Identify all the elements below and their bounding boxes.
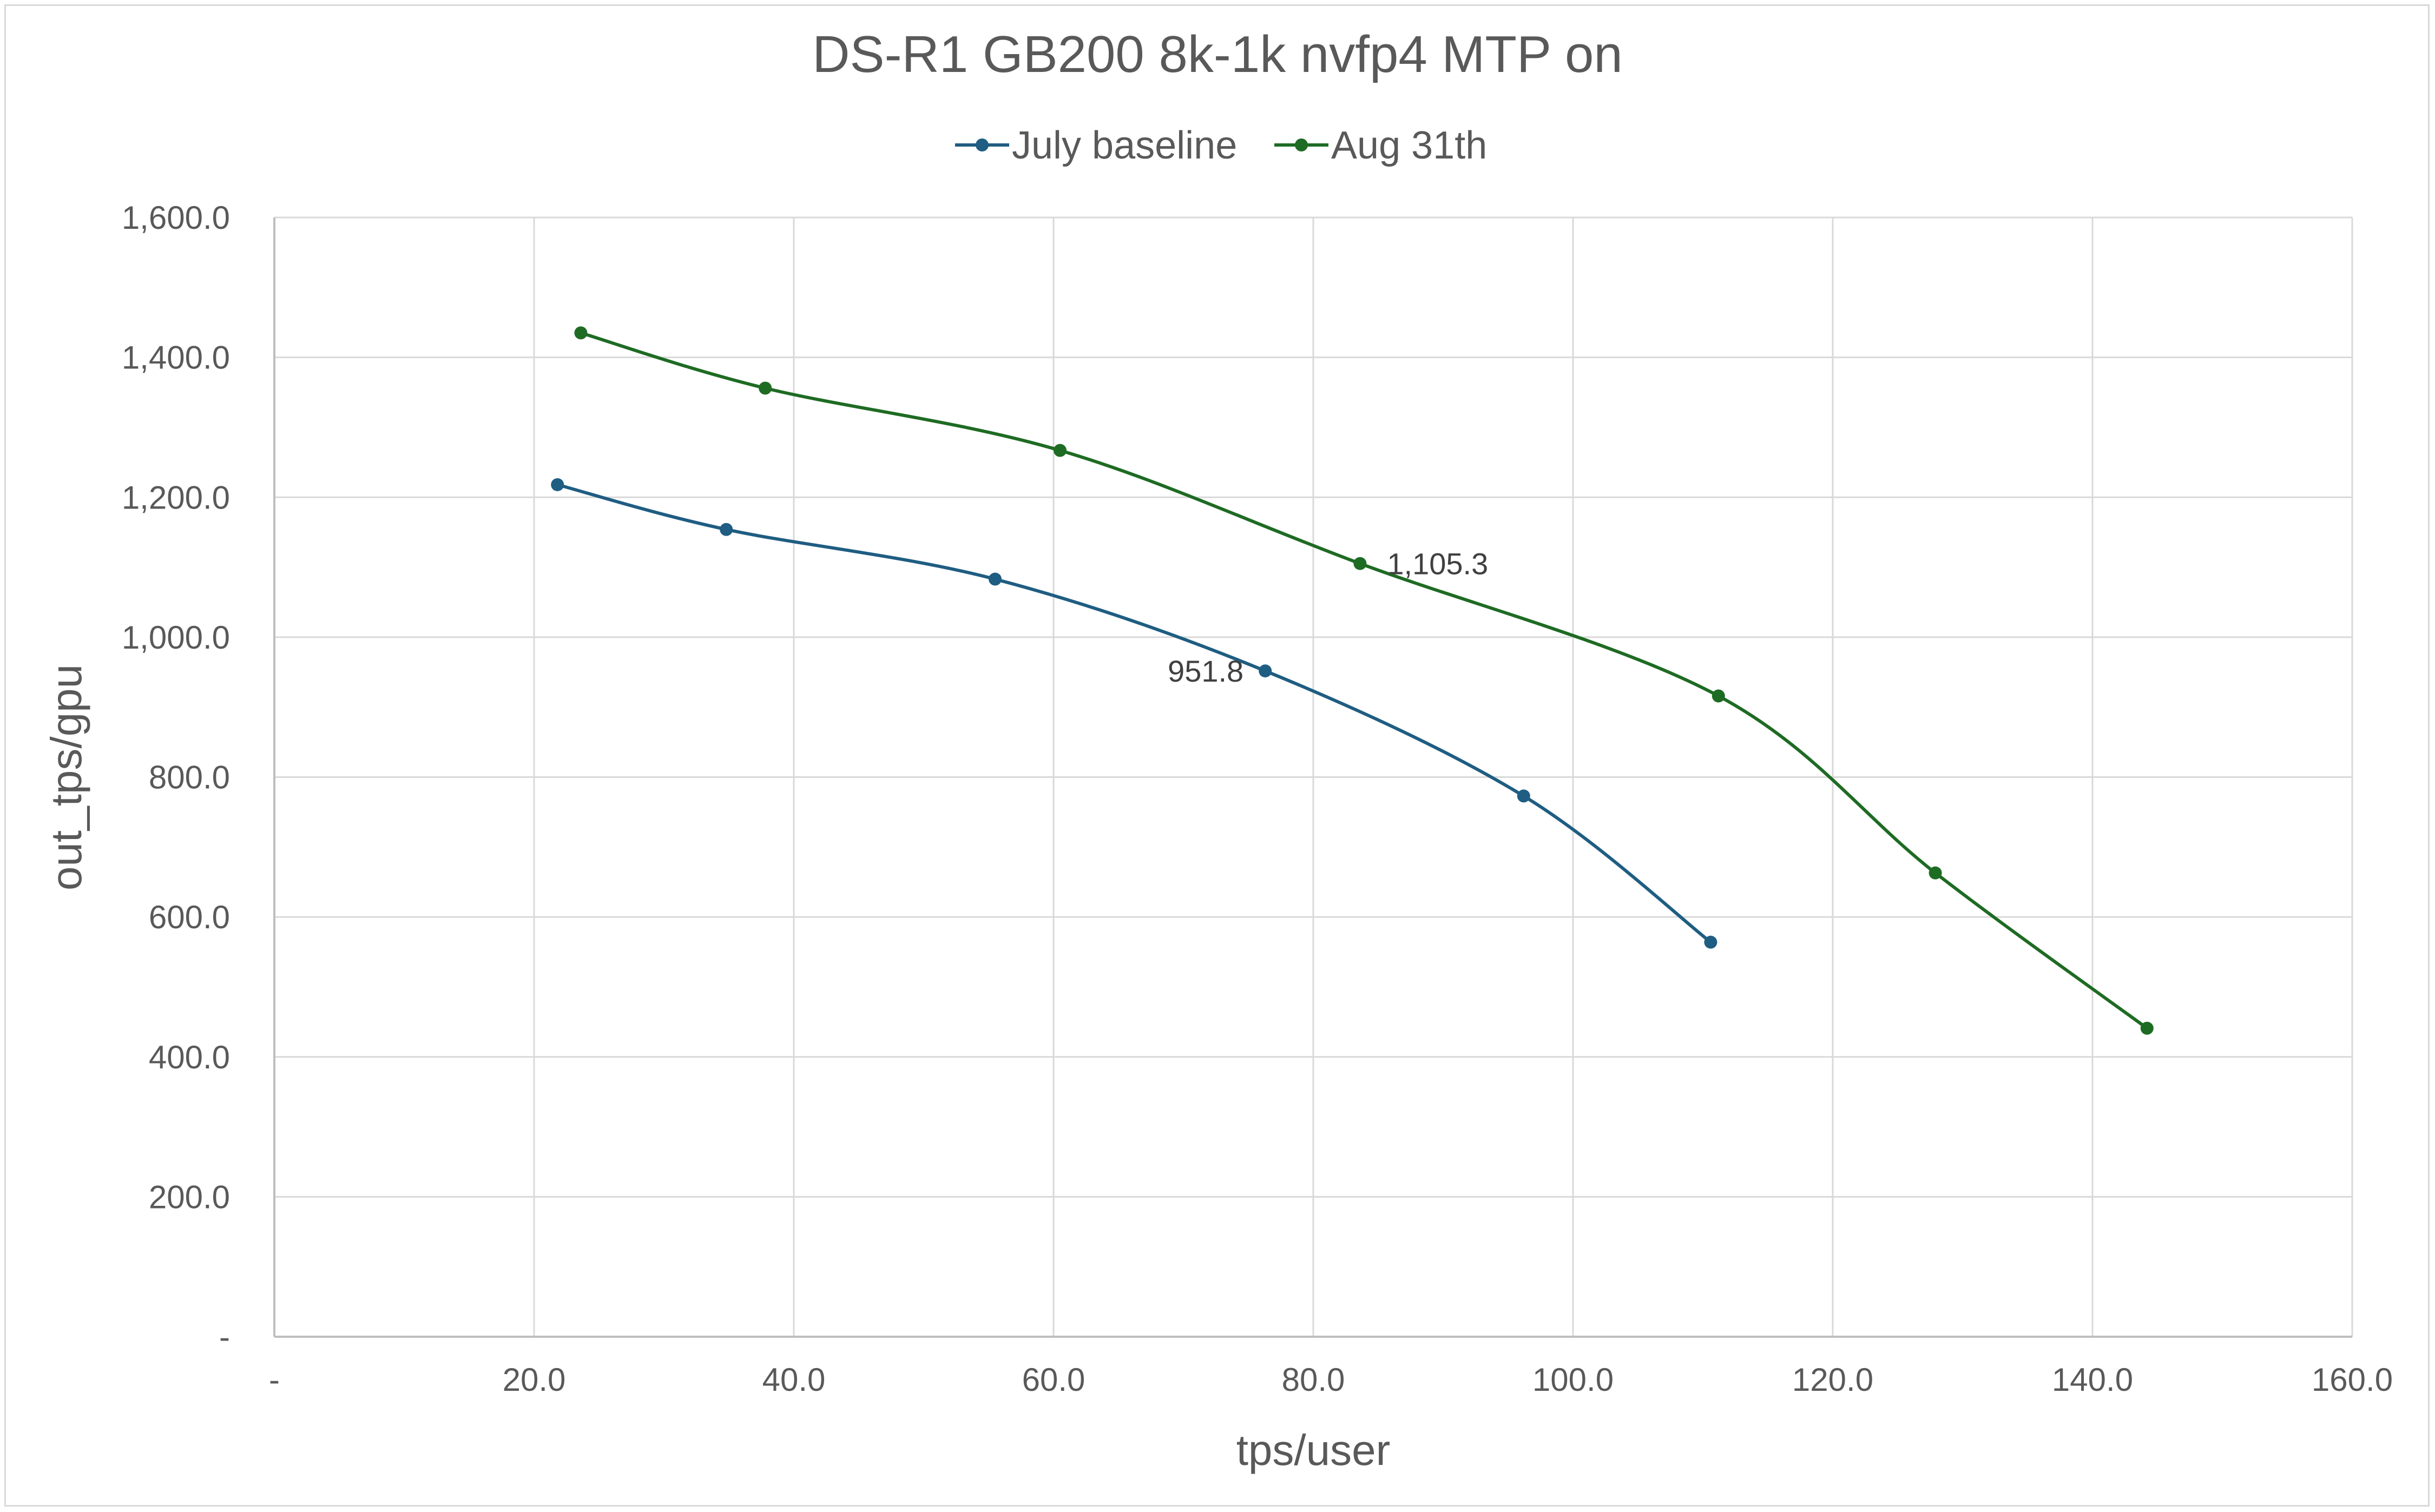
legend-label: July baseline bbox=[1012, 124, 1237, 167]
y-tick-label: 1,400.0 bbox=[122, 340, 230, 376]
x-tick-label: 140.0 bbox=[2052, 1362, 2133, 1398]
data-point bbox=[2140, 1021, 2154, 1035]
data-point bbox=[989, 572, 1002, 586]
data-point bbox=[759, 381, 772, 395]
y-tick-label: 1,600.0 bbox=[122, 200, 230, 236]
y-tick-label: 200.0 bbox=[149, 1179, 230, 1215]
legend-point-marker bbox=[1295, 138, 1308, 151]
legend-point-marker bbox=[976, 138, 989, 151]
chart-frame bbox=[4, 4, 2430, 1507]
series-1 bbox=[574, 326, 2154, 1035]
data-point bbox=[551, 478, 564, 491]
data-point bbox=[1353, 557, 1367, 570]
x-tick-label: 40.0 bbox=[762, 1362, 826, 1398]
x-tick-label: 160.0 bbox=[2312, 1362, 2393, 1398]
data-point bbox=[1929, 866, 1942, 880]
y-tick-label: 1,000.0 bbox=[122, 619, 230, 656]
series-layer bbox=[551, 326, 2154, 1035]
x-axis-title: tps/user bbox=[1236, 1426, 1391, 1474]
x-tick-label: 80.0 bbox=[1282, 1362, 1345, 1398]
legend-item: Aug 31th bbox=[1274, 124, 1487, 167]
y-axis-ticks: - 200.0 400.0 600.0 800.0 1,000.0 1,200.0 1,400… bbox=[122, 200, 230, 1355]
y-tick-label: - bbox=[219, 1319, 230, 1355]
data-label: 951.8 bbox=[1168, 654, 1243, 688]
data-point bbox=[574, 326, 588, 340]
data-point bbox=[1517, 789, 1530, 803]
data-labels: 951.8 1,105.3 bbox=[1168, 547, 1488, 688]
x-tick-label: - bbox=[269, 1362, 280, 1398]
x-tick-label: 60.0 bbox=[1022, 1362, 1085, 1398]
axes bbox=[273, 217, 2352, 1338]
series-line bbox=[557, 483, 1712, 944]
y-axis-title: out_tps/gpu bbox=[42, 664, 90, 890]
data-point bbox=[1054, 444, 1067, 457]
x-tick-label: 100.0 bbox=[1532, 1362, 1614, 1398]
legend-label: Aug 31th bbox=[1331, 124, 1487, 167]
y-tick-label: 400.0 bbox=[149, 1039, 230, 1075]
series-line bbox=[580, 331, 2148, 1030]
gridlines bbox=[274, 216, 2353, 1337]
data-point bbox=[1712, 689, 1725, 703]
data-point bbox=[720, 523, 733, 536]
x-axis-ticks: - 20.0 40.0 60.0 80.0 100.0 120.0 140.0 160.0 bbox=[269, 1362, 2393, 1398]
data-point bbox=[1704, 935, 1717, 949]
legend: July baseline Aug 31th bbox=[955, 124, 1487, 167]
y-tick-label: 600.0 bbox=[149, 899, 230, 935]
y-tick-label: 1,200.0 bbox=[122, 479, 230, 516]
data-label: 1,105.3 bbox=[1387, 547, 1488, 581]
data-point bbox=[1259, 664, 1272, 678]
series-0 bbox=[551, 478, 1717, 949]
x-tick-label: 120.0 bbox=[1792, 1362, 1873, 1398]
y-tick-label: 800.0 bbox=[149, 760, 230, 796]
x-tick-label: 20.0 bbox=[503, 1362, 566, 1398]
legend-item: July baseline bbox=[955, 124, 1237, 167]
chart-title: DS-R1 GB200 8k-1k nvfp4 MTP on bbox=[812, 25, 1623, 83]
